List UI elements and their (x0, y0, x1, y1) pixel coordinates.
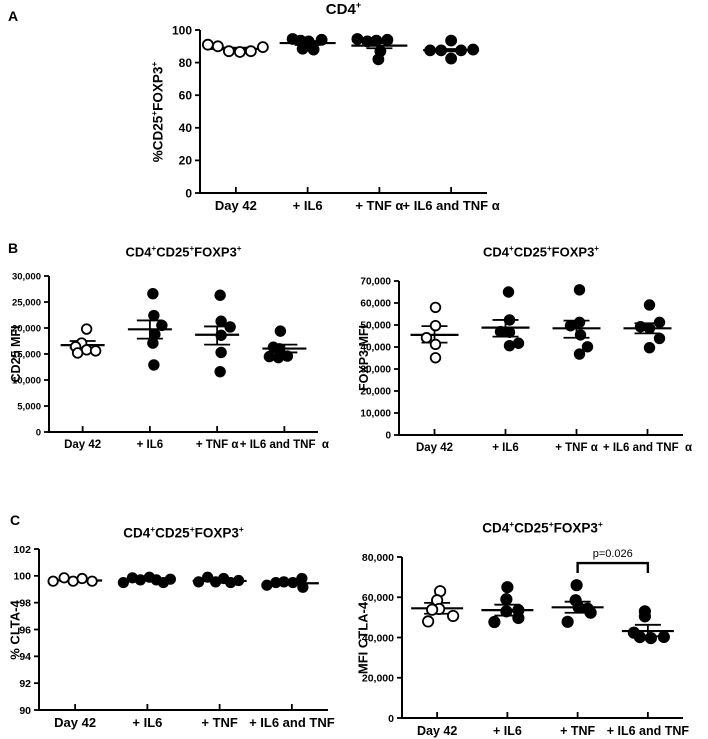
svg-text:Day 42: Day 42 (416, 442, 453, 454)
chart-b-foxp3-mfi: CD4+CD25+FOXP3+ FOXP3 MFI 0 10,000 20,000 3… (350, 238, 708, 462)
svg-text:90: 90 (19, 705, 31, 717)
plot-svg: 0 20,000 40,000 60,000 80,000 Day 42 + IL6 + TN… (362, 548, 690, 738)
chart-title: CD4+CD25+FOXP3+ (123, 524, 244, 541)
svg-text:80,000: 80,000 (362, 552, 394, 564)
svg-text:0: 0 (185, 186, 192, 200)
chart-b-cd25-mfi: CD4+CD25+FOXP3+ CD25 MFI 0 5,000 10,000 15,… (0, 238, 345, 462)
chart-title: CD4+ (325, 0, 362, 18)
svg-text:+ IL6 and TNF α: + IL6 and TNF α (603, 442, 692, 454)
chart-a-pct-cd25-foxp3: CD4+ %CD25+FOXP3+ 0 20 40 60 80 100 Day 42 + IL… (120, 0, 520, 234)
svg-text:10,000: 10,000 (12, 375, 41, 386)
svg-text:+ IL6 and TNF α: + IL6 and TNF α (403, 198, 500, 213)
plot-svg: 90 92 94 96 98 100 102 Day 42 + IL6 + TNF + IL6 an… (13, 544, 335, 730)
svg-text:30,000: 30,000 (12, 271, 41, 282)
plot-svg: 0 10,000 20,000 30,000 40,000 50,000 60,000 70,… (360, 277, 692, 454)
svg-text:70,000: 70,000 (360, 277, 391, 288)
panel-letter-b: B (8, 240, 19, 256)
svg-text:30,000: 30,000 (360, 365, 391, 376)
svg-text:+ IL6 and TNF: + IL6 and TNF (607, 724, 690, 738)
svg-text:50,000: 50,000 (360, 321, 391, 332)
svg-text:+ IL6: + IL6 (492, 442, 519, 454)
svg-text:5,000: 5,000 (17, 401, 41, 412)
svg-text:80: 80 (179, 56, 193, 70)
chart-c-pct-clta4: CD4+CD25+FOXP3+ % CLTA-4 90 92 94 96 98 100 10… (0, 505, 345, 739)
panel-letter-c: C (10, 512, 21, 528)
svg-text:0: 0 (36, 427, 41, 438)
svg-text:15,000: 15,000 (12, 349, 41, 360)
svg-text:100: 100 (13, 571, 31, 583)
svg-text:+ IL6: + IL6 (293, 198, 323, 213)
svg-text:94: 94 (19, 651, 31, 663)
panel-letter-a: A (8, 8, 19, 24)
plot-svg: 0 5,000 10,000 15,000 20,000 25,000 30,000 Day … (12, 271, 329, 451)
svg-text:0: 0 (385, 431, 391, 442)
svg-text:p=0.026: p=0.026 (593, 548, 633, 560)
plot-svg: 0 20 40 60 80 100 Day 42 + IL6 + TNF α + IL6 and … (172, 23, 500, 213)
svg-text:+ IL6: + IL6 (132, 715, 162, 730)
svg-text:+ IL6 and TNF: + IL6 and TNF (249, 715, 335, 730)
chart-title: CD4+CD25+FOXP3+ (482, 519, 603, 536)
svg-text:+ TNF α: + TNF α (196, 439, 239, 451)
svg-text:+ TNF: + TNF (201, 715, 238, 730)
svg-text:40,000: 40,000 (362, 632, 394, 644)
svg-text:10,000: 10,000 (360, 409, 391, 420)
svg-text:102: 102 (13, 544, 31, 556)
svg-text:Day 42: Day 42 (54, 715, 96, 730)
svg-text:20,000: 20,000 (12, 323, 41, 334)
svg-text:Day 42: Day 42 (64, 439, 101, 451)
svg-text:40: 40 (179, 121, 193, 135)
svg-text:+ IL6 and TNF α: + IL6 and TNF α (240, 439, 329, 451)
svg-text:Day 42: Day 42 (215, 198, 257, 213)
chart-c-mfi-ctla4: CD4+CD25+FOXP3+ MFI CTLA-4 0 20,000 40,000… (350, 505, 708, 739)
svg-text:+ IL6: + IL6 (137, 439, 164, 451)
svg-text:60,000: 60,000 (360, 299, 391, 310)
svg-text:Day 42: Day 42 (417, 724, 457, 738)
svg-text:+ TNF: + TNF (560, 724, 595, 738)
svg-text:20,000: 20,000 (362, 673, 394, 685)
svg-text:92: 92 (19, 678, 31, 690)
chart-title: CD4+CD25+FOXP3+ (483, 244, 599, 260)
svg-text:40,000: 40,000 (360, 343, 391, 354)
svg-text:100: 100 (172, 23, 192, 37)
svg-text:+ TNF α: + TNF α (555, 442, 598, 454)
chart-title: CD4+CD25+FOXP3+ (125, 244, 242, 260)
svg-text:20,000: 20,000 (360, 387, 391, 398)
svg-text:60: 60 (179, 89, 193, 103)
svg-text:20: 20 (179, 154, 193, 168)
svg-text:25,000: 25,000 (12, 297, 41, 308)
svg-text:60,000: 60,000 (362, 592, 394, 604)
svg-text:0: 0 (388, 713, 394, 725)
svg-text:96: 96 (19, 624, 31, 636)
svg-text:+ TNF α: + TNF α (355, 198, 403, 213)
svg-text:98: 98 (19, 597, 31, 609)
svg-text:+ IL6: + IL6 (493, 724, 522, 738)
